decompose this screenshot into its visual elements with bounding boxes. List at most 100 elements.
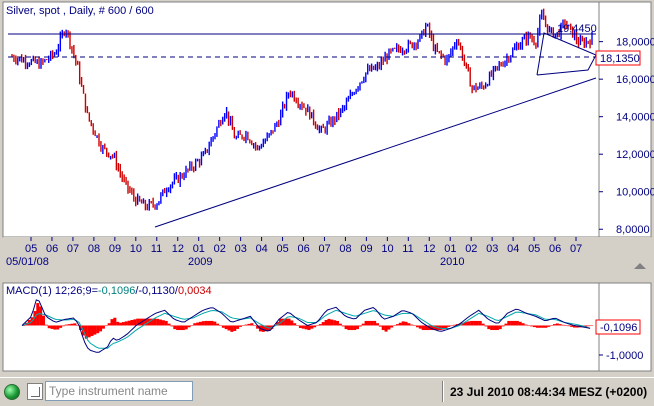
macd-histogram-bar — [204, 320, 208, 326]
instrument-search-input[interactable] — [45, 381, 193, 401]
month-label: 03 — [235, 243, 247, 255]
macd-histogram-bar — [587, 325, 591, 327]
macd-histogram-bar — [278, 318, 282, 326]
macd-histogram-bar — [350, 325, 354, 331]
macd-histogram-bar — [313, 325, 317, 328]
macd-histogram-bar — [79, 325, 83, 331]
macd-histogram-bar — [413, 325, 417, 326]
macd-histogram-bar — [324, 320, 328, 326]
macd-histogram-bar — [310, 325, 314, 329]
macd-histogram-bar — [533, 325, 537, 328]
macd-histogram-bar — [395, 324, 399, 326]
y-tick-label: 14,0000 — [616, 112, 654, 124]
macd-histogram-bar — [39, 306, 43, 326]
macd-histogram-bar — [150, 318, 154, 326]
macd-histogram-bar — [53, 325, 57, 330]
support-trendline[interactable] — [154, 77, 597, 228]
macd-histogram-bar — [570, 325, 574, 327]
macd-histogram-bar — [241, 325, 245, 326]
macd-histogram-bar — [333, 320, 337, 326]
macd-histogram-bar — [481, 323, 485, 326]
month-label: 05 — [277, 243, 289, 255]
macd-histogram-bar — [121, 322, 125, 326]
macd-histogram-bar — [507, 320, 511, 326]
macd-histogram-bar — [518, 321, 522, 326]
macd-histogram-bar — [159, 319, 163, 326]
macd-histogram-bar — [130, 320, 134, 326]
macd-histogram-bar — [552, 324, 556, 326]
macd-histogram-bar — [461, 322, 465, 326]
macd-histogram-bar — [173, 325, 177, 330]
macd-histogram-bar — [558, 324, 562, 326]
time-axis-bg — [3, 237, 651, 271]
macd-histogram-bar — [22, 325, 25, 326]
time-axis-scroll-icon[interactable] — [634, 263, 646, 269]
macd-histogram-bar — [144, 318, 148, 326]
macd-histogram-bar — [113, 317, 117, 326]
macd-histogram-bar — [236, 325, 240, 329]
macd-histogram-bar — [555, 323, 559, 326]
macd-histogram-bar — [590, 325, 594, 326]
macd-histogram-bar — [50, 325, 54, 329]
macd-histogram-bar — [67, 324, 71, 326]
price-plot-bg — [2, 1, 600, 238]
macd-histogram-bar — [433, 325, 437, 331]
macd-histogram-bar — [187, 325, 191, 328]
macd-histogram-bar — [467, 321, 471, 326]
status-bar: 23 Jul 2010 08:44:34 MESZ (+0200) — [0, 377, 654, 406]
macd-histogram-bar — [307, 325, 311, 331]
chart-area[interactable]: Silver, spot , Daily, # 600 / 600 18,000… — [0, 0, 654, 377]
macd-histogram-bar — [136, 318, 140, 326]
macd-histogram-bar — [484, 325, 488, 327]
month-label: 06 — [298, 243, 310, 255]
macd-histogram-bar — [504, 323, 508, 326]
macd-histogram-bar — [347, 325, 351, 331]
macd-histogram-bar — [418, 325, 422, 329]
macd-histogram-bar — [336, 320, 340, 326]
macd-histogram-bar — [233, 325, 237, 331]
macd-histogram-bar — [61, 325, 65, 327]
macd-histogram-bar — [384, 325, 388, 332]
macd-histogram-bar — [33, 311, 37, 326]
macd-histogram-bar — [179, 325, 183, 331]
macd-histogram-bar — [133, 319, 137, 326]
macd-histogram-bar — [513, 320, 517, 326]
macd-histogram-bar — [401, 321, 405, 326]
month-label: 02 — [214, 243, 226, 255]
macd-panel[interactable]: MACD(1) 12;26;9=-0,1096/-0,1130/0,0034 -… — [2, 282, 652, 372]
macd-histogram-bar — [247, 323, 251, 326]
macd-histogram-bar — [244, 324, 248, 326]
macd-histogram-bar — [170, 325, 174, 327]
month-label: 09 — [109, 243, 121, 255]
macd-histogram-bar — [227, 325, 231, 331]
macd-histogram-bar — [370, 320, 374, 326]
month-label: 07 — [570, 243, 582, 255]
macd-histogram-bar — [238, 325, 242, 327]
macd-histogram-bar — [198, 321, 202, 326]
macd-histogram-bar — [470, 320, 474, 326]
month-label: 12 — [172, 243, 184, 255]
macd-histogram-bar — [398, 322, 402, 326]
macd-histogram-bar — [301, 325, 305, 329]
price-panel[interactable]: Silver, spot , Daily, # 600 / 600 18,000… — [2, 1, 654, 238]
month-label: 10 — [381, 243, 393, 255]
macd-histogram-bar — [101, 325, 105, 329]
macd-histogram-bar — [390, 325, 394, 328]
macd-histogram-bar — [56, 325, 60, 330]
macd-histogram-bar — [547, 325, 551, 327]
instrument-list-icon[interactable] — [27, 383, 43, 400]
macd-histogram-bar — [441, 325, 445, 330]
macd-histogram-bar — [316, 325, 320, 326]
macd-histogram-bar — [464, 322, 468, 326]
month-label: 07 — [318, 243, 330, 255]
macd-histogram-bar — [358, 325, 362, 327]
year-label-2009: 2009 — [188, 256, 212, 268]
month-label: 11 — [402, 243, 413, 255]
macd-histogram-bar — [415, 325, 419, 328]
macd-last-box — [595, 319, 641, 335]
month-label: 05 — [528, 243, 540, 255]
last-price-label: 18,1350 — [600, 53, 640, 65]
month-label: 04 — [256, 243, 268, 255]
macd-histogram-bar — [367, 320, 371, 326]
macd-histogram-bar — [59, 325, 63, 328]
